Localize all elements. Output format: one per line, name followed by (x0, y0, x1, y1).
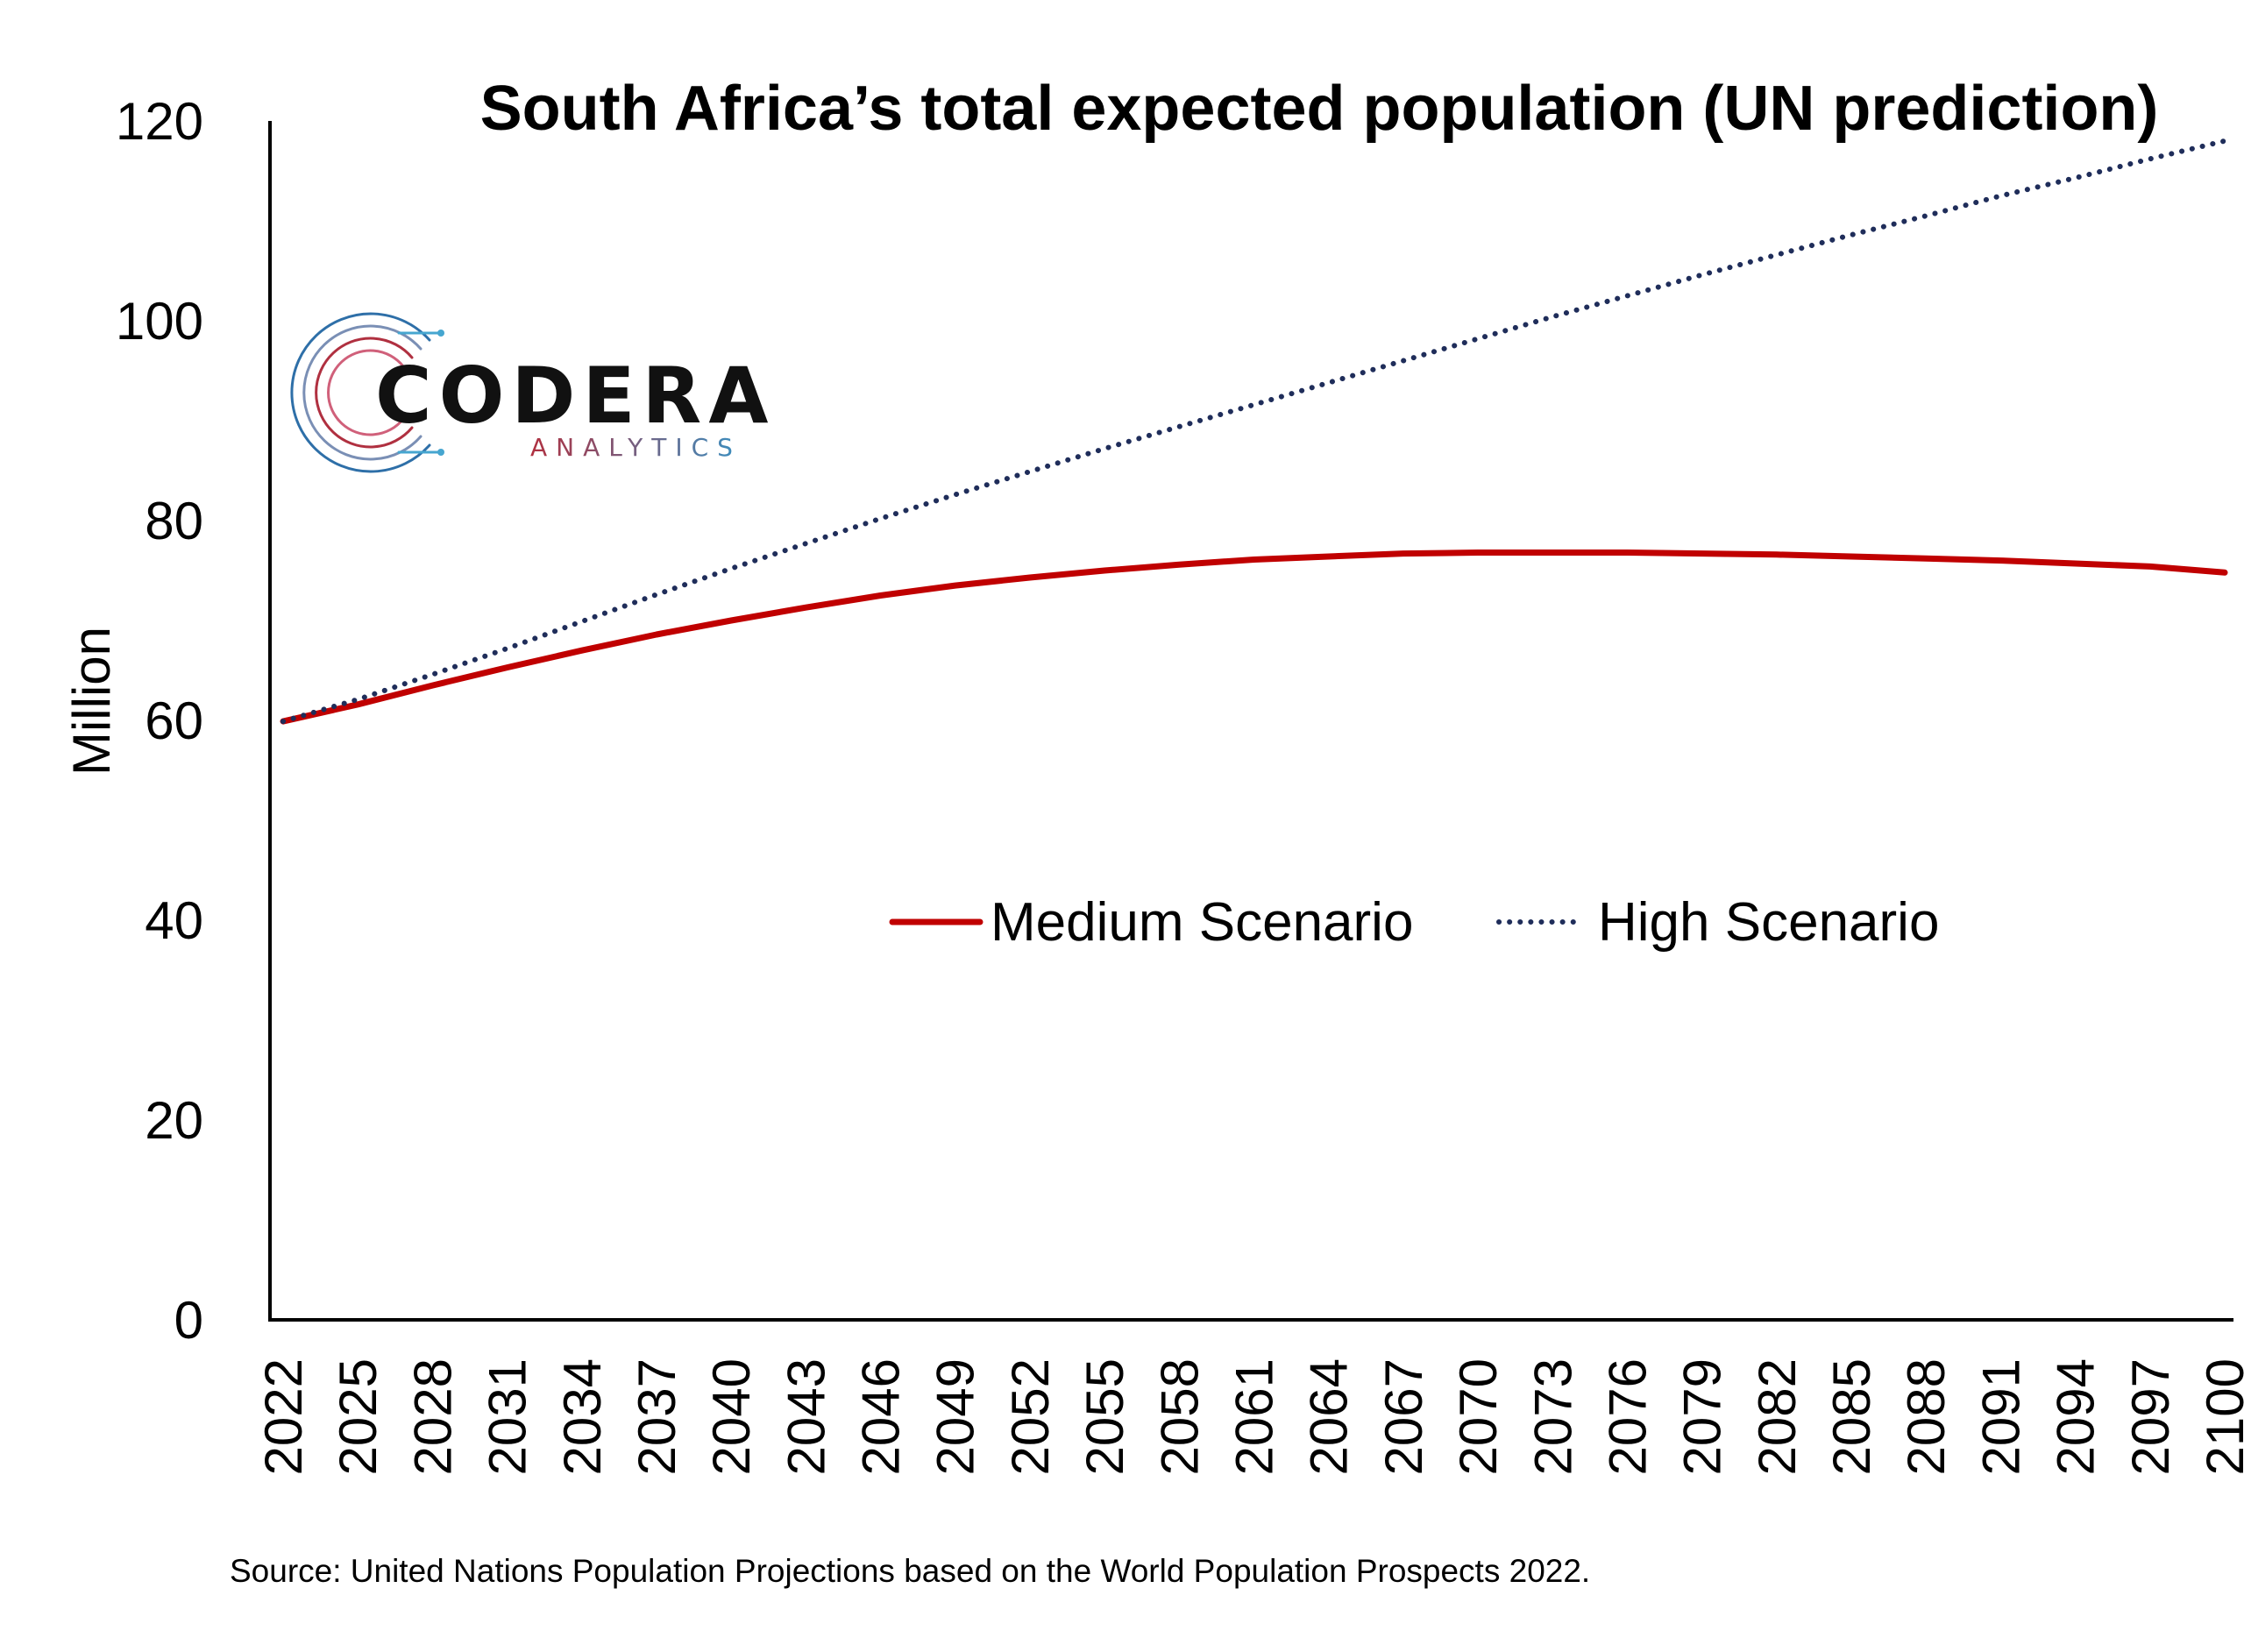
series-line-high-scenario (280, 138, 2227, 725)
x-tick-label: 2031 (479, 1358, 537, 1475)
x-tick-label: 2079 (1673, 1358, 1732, 1475)
legend-label-high-scenario: High Scenario (1598, 892, 1939, 953)
y-tick-label: 100 (116, 292, 203, 351)
x-tick-label: 2037 (628, 1358, 686, 1475)
x-tick-label: 2028 (403, 1358, 462, 1475)
logo-name: CODERA (375, 351, 775, 441)
x-tick-label: 2088 (1897, 1358, 1956, 1475)
x-tick-label: 2070 (1449, 1358, 1508, 1475)
x-tick-label: 2085 (1822, 1358, 1881, 1475)
legend: Medium Scenario High Scenario (889, 892, 1939, 953)
x-tick-label: 2076 (1598, 1358, 1657, 1475)
x-tick-label: 2025 (329, 1358, 387, 1475)
x-tick-label: 2067 (1374, 1358, 1433, 1475)
x-tick-label: 2055 (1076, 1358, 1134, 1475)
y-tick-label: 20 (145, 1091, 203, 1150)
x-tick-label: 2058 (1150, 1358, 1209, 1475)
x-tick-label: 2046 (852, 1358, 911, 1475)
chart-title: South Africa’s total expected population… (480, 74, 2159, 144)
x-tick-label: 2097 (2121, 1358, 2180, 1475)
x-tick-label: 2094 (2047, 1358, 2106, 1475)
x-tick-label: 2091 (1971, 1358, 2030, 1475)
x-tick-label: 2052 (1001, 1358, 1060, 1475)
x-tick-label: 2043 (777, 1358, 835, 1475)
x-tick-label: 2040 (702, 1358, 761, 1475)
source-note: Source: United Nations Population Projec… (230, 1553, 1590, 1589)
x-tick-label: 2049 (927, 1358, 985, 1475)
y-tick-label: 120 (116, 92, 203, 151)
y-tick-label: 0 (174, 1291, 203, 1350)
x-tick-label: 2100 (2196, 1358, 2244, 1475)
y-axis-label: Million (62, 627, 121, 776)
codera-logo: CODERA ANALYTICS (290, 312, 775, 473)
x-tick-label: 2082 (1748, 1358, 1807, 1475)
series-lines (280, 138, 2228, 725)
x-tick-label: 2064 (1300, 1358, 1359, 1475)
x-tick-label: 2034 (553, 1358, 612, 1475)
y-tick-labels: 0 20 40 60 80 100 120 (116, 92, 203, 1350)
x-tick-labels: 2022 2025 2028 2031 2034 2037 2040 2043 2046 2049… (254, 1358, 2244, 1475)
y-tick-label: 60 (145, 691, 203, 750)
y-tick-label: 80 (145, 492, 203, 550)
y-tick-label: 40 (145, 891, 203, 950)
x-tick-label: 2061 (1225, 1358, 1284, 1475)
series-line-medium-scenario (280, 549, 2228, 725)
x-tick-label: 2022 (254, 1358, 313, 1475)
logo-tagline: ANALYTICS (530, 433, 742, 462)
x-tick-label: 2073 (1523, 1358, 1582, 1475)
legend-label-medium-scenario: Medium Scenario (991, 892, 1413, 953)
logo-mark-icon (290, 312, 444, 473)
